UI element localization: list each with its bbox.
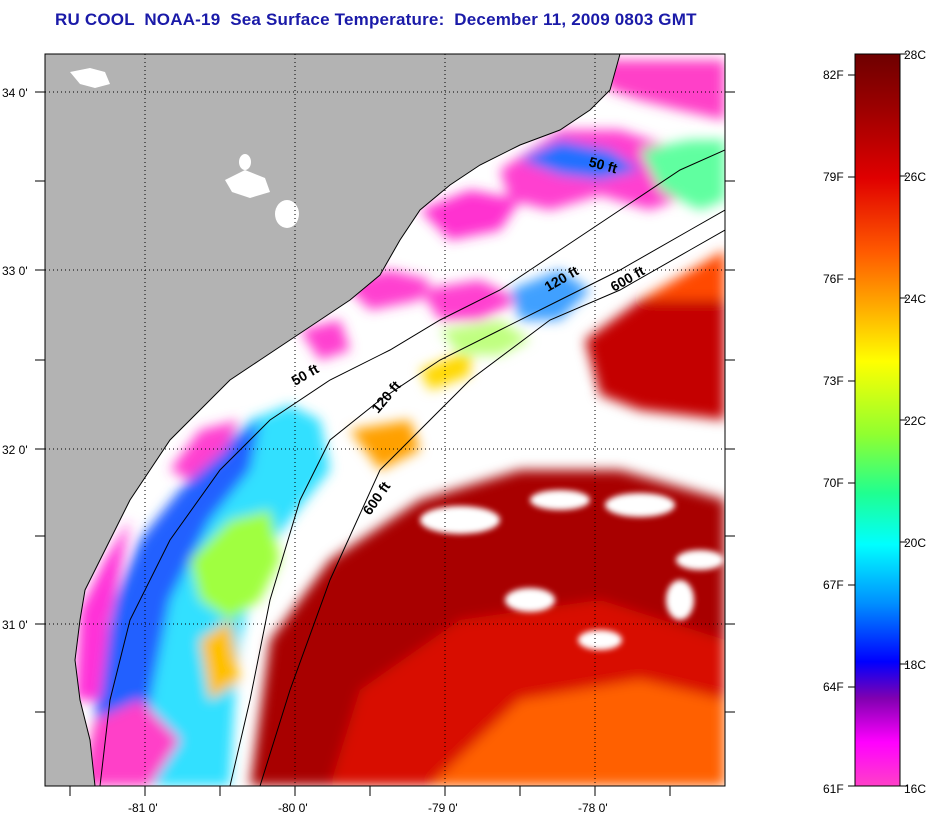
warm-water-region	[250, 250, 725, 786]
axis-ticks	[35, 91, 735, 796]
colorbar-f-67: 67F	[823, 578, 844, 592]
colorbar-c-28: 28C	[904, 48, 926, 62]
colorbar-gradient	[854, 53, 901, 787]
colorbar-f-64: 64F	[823, 680, 844, 694]
cloud-patches	[420, 378, 724, 650]
lon-label-79: -79 0'	[428, 801, 458, 815]
bathymetry-contours	[99, 149, 725, 786]
colorbar-c-22: 22C	[904, 414, 926, 428]
map-frame	[44, 53, 726, 787]
colorbar-c-20: 20C	[904, 536, 926, 550]
map-title: RU COOL NOAA-19 Sea Surface Temperature:…	[55, 10, 697, 29]
contour-label-50ft-north: 50 ft	[587, 153, 619, 176]
map-panel	[45, 54, 725, 786]
cold-water-region	[75, 405, 330, 786]
colorbar-f-73: 73F	[823, 374, 844, 388]
lon-label-78: -78 0'	[578, 801, 608, 815]
colorbar-c-24: 24C	[904, 292, 926, 306]
lon-label-80: -80 0'	[278, 801, 308, 815]
colorbar: 82F 79F 76F 73F 70F 67F 64F 61F 28C 26C …	[823, 48, 926, 796]
colorbar-f-79: 79F	[823, 170, 844, 184]
land-cloud-blobs	[70, 68, 299, 228]
colorbar-f-82: 82F	[823, 68, 844, 82]
lat-label-34: 34 0'	[2, 86, 28, 100]
lat-label-33: 33 0'	[2, 264, 28, 278]
colorbar-c-18: 18C	[904, 658, 926, 672]
colorbar-c-16: 16C	[904, 782, 926, 796]
colorbar-f-76: 76F	[823, 272, 844, 286]
graticule	[45, 54, 725, 786]
lat-label-31: 31 0'	[2, 618, 28, 632]
colorbar-f-70: 70F	[823, 476, 844, 490]
colorbar-f-61: 61F	[823, 782, 844, 796]
lon-label-81: -81 0'	[128, 801, 158, 815]
land-area	[45, 54, 621, 786]
colorbar-c-26: 26C	[904, 170, 926, 184]
lat-label-32: 32 0'	[2, 443, 28, 457]
